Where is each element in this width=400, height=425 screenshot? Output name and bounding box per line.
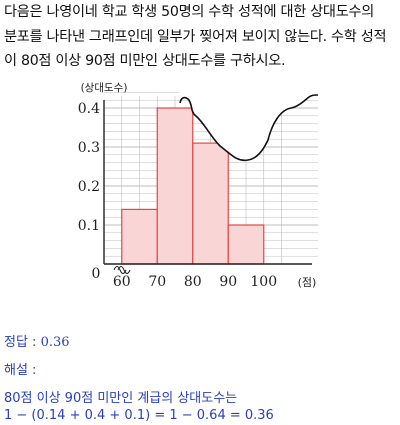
- histogram-bar: [156, 107, 194, 265]
- x-tick-label: 100: [250, 274, 277, 290]
- axis-break-mark: [117, 266, 131, 274]
- y-tick-label: 0.2: [78, 179, 100, 195]
- axes: [103, 100, 312, 274]
- histogram-bar: [192, 142, 229, 265]
- x-tick-label: 80: [184, 274, 202, 290]
- axis-labels: 0.4 0.3 0.2 0.1 0 60 70 80 90 100 (상대도수) (점): [78, 82, 317, 290]
- explanation-label: 해설 :: [4, 363, 37, 378]
- answer-value: 0.36: [40, 335, 70, 350]
- torn-edge: [178, 85, 330, 162]
- y-tick-label: 0.4: [78, 101, 100, 117]
- x-axis-title: (점): [298, 276, 317, 289]
- problem-line: 이 80점 이상 90점 미만인 상대도수를 구하시오.: [4, 53, 286, 69]
- explanation-line-1: 80점 이상 90점 미만인 계급의 상대도수는: [4, 391, 238, 406]
- explanation-line-2: 1 − (0.14 + 0.4 + 0.1) = 1 − 0.64 = 0.36: [4, 408, 274, 423]
- histogram-bars: [121, 107, 265, 265]
- y-axis-title: (상대도수): [81, 82, 128, 94]
- y-tick-label: 0.3: [78, 140, 100, 156]
- origin-label: 0: [92, 266, 101, 282]
- problem-line: 다음은 나영이네 학교 학생 50명의 수학 성적에 대한 상대도수의: [4, 4, 374, 20]
- answer-line: 정답 : 0.36: [4, 331, 398, 350]
- problem-text: 다음은 나영이네 학교 학생 50명의 수학 성적에 대한 상대도수의 분포를 …: [4, 0, 398, 74]
- problem-line: 분포를 나타낸 그래프인데 일부가 찢어져 보이지 않는다. 수학 성적: [4, 28, 387, 45]
- histogram-bar: [227, 224, 265, 265]
- answer-label: 정답 :: [4, 335, 37, 350]
- y-tick-label: 0.1: [78, 218, 100, 234]
- axis-break-mark: [113, 266, 127, 274]
- x-tick-label: 70: [148, 274, 166, 290]
- relative-frequency-histogram: 0.4 0.3 0.2 0.1 0 60 70 80 90 100 (상대도수) (점): [77, 82, 330, 290]
- x-tick-label: 90: [219, 274, 237, 290]
- histogram-bar: [121, 208, 158, 265]
- x-tick-label: 60: [113, 274, 131, 290]
- torn-edge-line: [179, 94, 319, 162]
